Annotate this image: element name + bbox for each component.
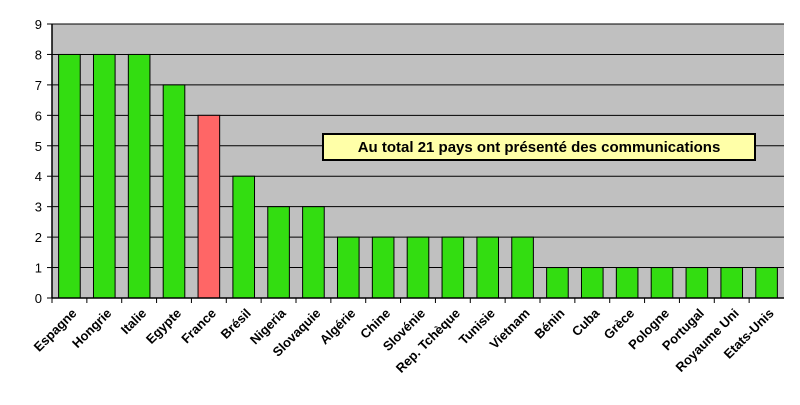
x-tick-label: Hongrie: [69, 306, 114, 351]
bar-egypte: [162, 84, 186, 299]
bar-royaume-uni: [720, 267, 744, 299]
y-tick-label: 8: [35, 47, 42, 62]
bar-etats-unis: [755, 267, 778, 299]
bars: [58, 53, 778, 299]
bar-gr-ce: [615, 267, 639, 299]
bar-france: [197, 114, 221, 299]
y-tick-label: 5: [35, 139, 42, 154]
y-tick-label: 7: [35, 78, 42, 93]
bar-nigeria: [267, 206, 290, 299]
bar-portugal: [685, 267, 709, 299]
y-tick-label: 3: [35, 200, 42, 215]
bar-slov-nie: [406, 236, 430, 299]
x-tick-label: Espagne: [31, 306, 80, 355]
y-tick-label: 1: [35, 261, 42, 276]
bar-alg-rie: [336, 236, 360, 299]
bar-tunisie: [476, 236, 500, 299]
y-tick-label: 4: [35, 169, 42, 184]
y-tick-label: 9: [35, 17, 42, 32]
bar-b-nin: [546, 267, 569, 299]
bar-hongrie: [92, 53, 116, 299]
bar-cuba: [580, 267, 604, 299]
x-tick-label: France: [178, 306, 219, 347]
bar-rep-tch-que: [441, 236, 465, 299]
y-tick-label: 0: [35, 291, 42, 306]
bar-italie: [127, 53, 151, 299]
bar-br-sil: [232, 175, 256, 299]
bar-espagne: [58, 53, 81, 299]
y-tick-label: 2: [35, 230, 42, 245]
bar-vietnam: [511, 236, 534, 299]
bar-pologne: [650, 267, 674, 299]
y-tick-label: 6: [35, 108, 42, 123]
y-axis-ticks: 0 1 2 3 4 5 6 7 8 9: [35, 17, 52, 306]
bar-slovaquie: [302, 206, 325, 299]
x-tick-label: Cuba: [569, 305, 603, 339]
x-tick-label: Bénin: [531, 305, 567, 341]
annotation-text: Au total 21 pays ont présenté des commun…: [357, 138, 721, 156]
bar-chine: [371, 236, 395, 299]
annotation-box: Au total 21 pays ont présenté des commun…: [322, 133, 756, 161]
x-tick-label: Italie: [118, 306, 150, 338]
x-tick-label: Algérie: [317, 306, 359, 348]
x-tick-label: Egypte: [143, 306, 184, 347]
